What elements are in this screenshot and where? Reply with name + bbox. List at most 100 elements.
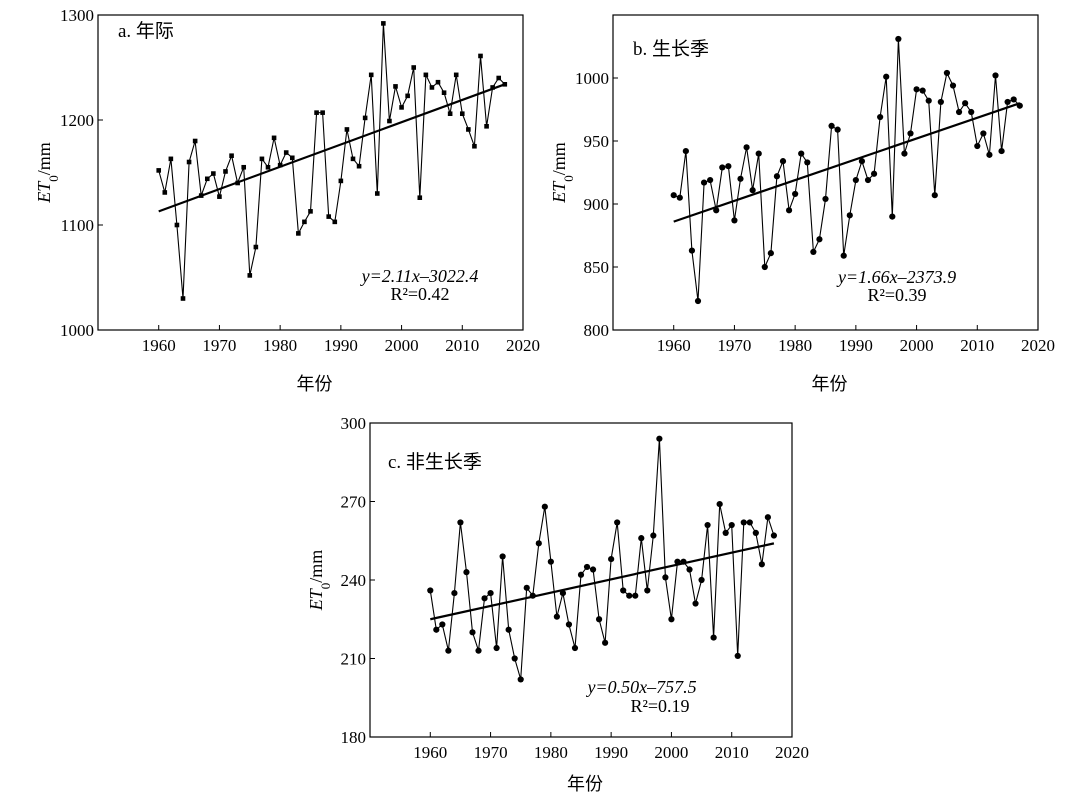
data-point	[638, 535, 645, 542]
data-point	[614, 519, 621, 526]
y-tick-label: 900	[584, 195, 610, 214]
data-point	[589, 566, 597, 573]
chart-svg: 1960 1970 1980 1990 2000 2010 2020 180 210 240 270…	[306, 414, 809, 794]
data-point	[737, 175, 744, 182]
y-tick-label: 1000	[60, 321, 94, 340]
data-point	[247, 273, 253, 278]
data-point	[320, 110, 325, 115]
data-point	[447, 111, 453, 116]
data-point	[490, 85, 495, 90]
x-tick-label: 2020	[506, 336, 540, 355]
data-point	[595, 616, 603, 623]
data-point	[565, 621, 573, 628]
y-tick-label: 210	[341, 650, 367, 669]
data-point	[435, 79, 441, 85]
data-point	[381, 21, 386, 26]
data-point	[650, 532, 657, 539]
data-point	[453, 72, 459, 78]
trend-line	[158, 83, 506, 213]
data-point	[828, 122, 835, 129]
data-point	[608, 555, 615, 563]
data-point	[283, 150, 289, 155]
data-point	[662, 574, 669, 581]
data-point	[770, 532, 778, 539]
data-point	[577, 571, 585, 578]
data-point	[704, 521, 711, 529]
data-point	[289, 155, 295, 161]
data-point	[992, 72, 999, 79]
data-point	[694, 297, 702, 305]
data-point	[374, 191, 380, 196]
data-point	[204, 176, 210, 182]
data-point	[758, 561, 765, 568]
x-tick-label: 2010	[715, 743, 749, 762]
y-tick-label: 1100	[61, 216, 94, 235]
data-point	[417, 195, 423, 200]
data-point	[475, 647, 482, 654]
trend-line	[430, 542, 775, 621]
data-point	[405, 93, 410, 99]
data-point	[943, 69, 951, 77]
data-point	[901, 150, 908, 157]
trend-equation: y=1.66x–2373.9	[836, 267, 956, 287]
data-point	[271, 135, 277, 141]
plot-frame	[612, 14, 1039, 331]
x-axis: 1960 1970 1980 1990 2000 2010 2020	[657, 325, 1055, 355]
data-point	[710, 634, 717, 641]
data-point	[192, 138, 198, 144]
series-markers	[670, 35, 1023, 305]
data-point	[338, 178, 344, 184]
x-axis: 1960 1970 1980 1990 2000 2010 2020	[142, 325, 540, 355]
data-point	[688, 247, 696, 254]
data-point	[998, 147, 1005, 155]
x-axis-title: 年份	[297, 374, 333, 394]
data-point	[743, 144, 750, 151]
data-point	[168, 156, 174, 162]
data-point	[955, 108, 963, 116]
data-point	[686, 566, 693, 573]
data-point	[968, 108, 975, 116]
data-point	[816, 236, 823, 243]
data-point	[253, 244, 259, 250]
data-point	[913, 86, 920, 93]
y-axis-title: ET0/mm	[34, 142, 61, 204]
data-point	[937, 98, 944, 106]
data-point	[186, 159, 192, 165]
data-point	[700, 179, 708, 186]
x-tick-label: 2010	[960, 336, 994, 355]
y-tick-label: 1300	[60, 6, 94, 25]
data-point	[792, 190, 799, 198]
data-point	[541, 503, 548, 510]
x-tick-label: 1960	[142, 336, 176, 355]
data-point	[949, 82, 957, 89]
data-point	[785, 207, 793, 214]
chart-panel-c: 1960 1970 1980 1990 2000 2010 2020 180 210 240 270…	[282, 400, 822, 805]
data-point	[895, 35, 902, 43]
data-point	[387, 118, 392, 124]
data-point	[332, 219, 338, 225]
data-point	[259, 156, 265, 162]
panel-label: b. 生长季	[633, 38, 709, 60]
data-point	[749, 187, 756, 194]
data-point	[716, 501, 723, 508]
chart-svg: 1960 1970 1980 1990 2000 2010 2020 1000 1100 1200…	[34, 6, 540, 394]
data-point	[682, 147, 689, 155]
data-point	[864, 176, 872, 184]
data-point	[308, 209, 313, 214]
x-tick-label: 1970	[474, 743, 508, 762]
x-tick-label: 2000	[654, 743, 688, 762]
r-squared: R²=0.42	[390, 284, 449, 304]
x-tick-label: 1960	[413, 743, 447, 762]
y-axis: 1000 1100 1200 1300	[60, 6, 103, 340]
data-point	[676, 194, 683, 201]
data-point	[326, 214, 332, 219]
r-squared: R²=0.19	[630, 696, 689, 716]
data-point	[764, 514, 771, 521]
data-point	[459, 111, 465, 116]
data-point	[457, 519, 464, 526]
chart-svg: 1960 1970 1980 1990 2000 2010 2020 800 850 900 950…	[549, 14, 1055, 394]
data-point	[469, 629, 476, 636]
data-point	[265, 164, 271, 170]
y-tick-label: 1000	[575, 69, 609, 88]
data-point	[277, 162, 283, 168]
